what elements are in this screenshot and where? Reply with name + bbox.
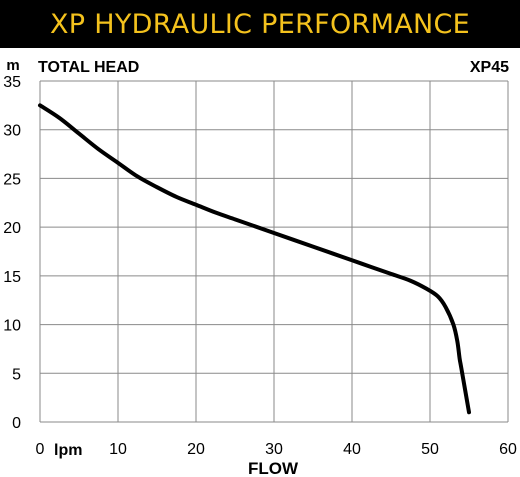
y-tick-label: 0: [12, 415, 21, 432]
banner: XP HYDRAULIC PERFORMANCE: [0, 0, 520, 48]
grid: [39, 80, 509, 423]
y-tick-label: 10: [3, 318, 21, 335]
performance-curve: [38, 103, 471, 415]
x-tick-label: 0: [36, 441, 45, 458]
x-tick-label: 30: [265, 441, 283, 458]
x-tick-label: 60: [499, 441, 517, 458]
x-tick-label: 20: [187, 441, 205, 458]
y-axis-label: TOTAL HEAD: [38, 59, 139, 76]
x-tick-label: 50: [421, 441, 439, 458]
tick-labels: 0 10 20 30 40 50 60 0 5 10 15 20 25 30 35: [3, 74, 517, 458]
y-tick-label: 30: [3, 123, 21, 140]
x-tick-label: 40: [343, 441, 361, 458]
y-tick-label: 15: [3, 269, 21, 286]
y-tick-label: 20: [3, 220, 21, 237]
y-unit-label: m: [6, 57, 19, 74]
x-tick-label: 10: [109, 441, 127, 458]
x-unit-label: lpm: [54, 442, 82, 459]
series-group: [38, 103, 471, 415]
y-tick-label: 35: [3, 74, 21, 91]
banner-title: XP HYDRAULIC PERFORMANCE: [49, 8, 470, 40]
y-tick-label: 5: [12, 366, 21, 383]
y-tick-label: 25: [3, 171, 21, 188]
chart-title: XP45: [470, 59, 509, 76]
x-axis-label: FLOW: [248, 459, 299, 477]
